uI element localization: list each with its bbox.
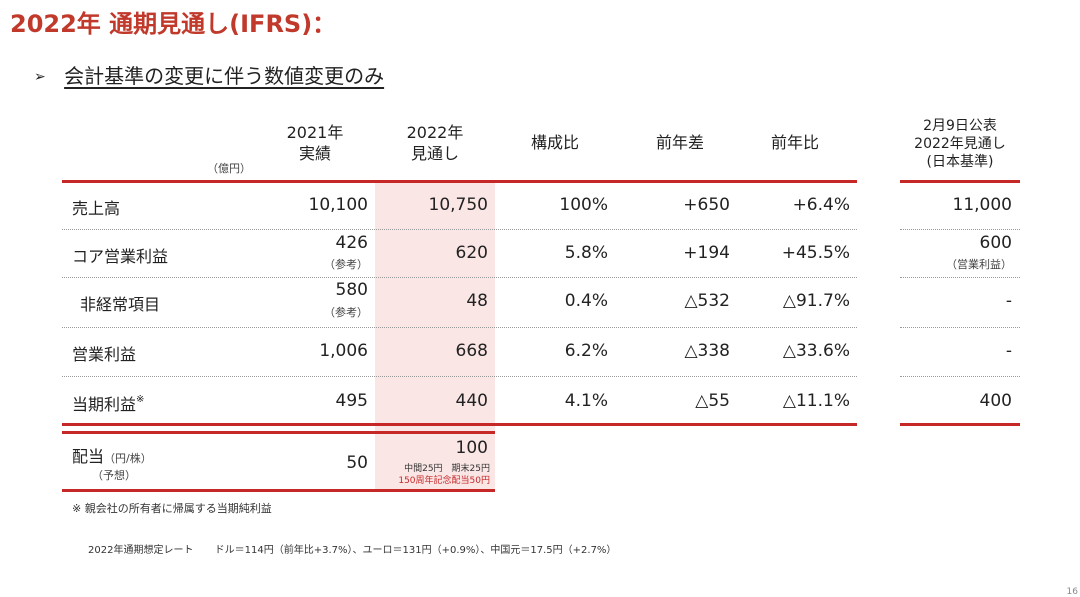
header-year: 2021年 — [286, 123, 344, 142]
dividend-forecast: 100 — [455, 438, 488, 458]
exchange-rate: 2022年通期想定レート ドル＝114円（前年比+3.7%）、ユーロ＝131円（… — [88, 541, 616, 556]
dividend-actual: 50 — [346, 453, 368, 473]
cell-forecast: 620 — [455, 243, 488, 263]
table-top-rule — [62, 180, 857, 183]
header-yoy-diff: 前年差 — [655, 133, 704, 152]
cell-diff: +194 — [683, 243, 730, 263]
row-divider — [900, 327, 1020, 328]
row-label: 当期利益※ — [72, 391, 144, 415]
cell-actual-note: （参考） — [324, 306, 368, 319]
cell-actual: 426 — [335, 233, 368, 253]
header-yoy-ratio: 前年比 — [770, 133, 819, 152]
header-jgaap-line2: 2022年見通し — [914, 136, 1006, 152]
row-divider — [62, 277, 857, 278]
footnote-mark: ※ — [136, 394, 145, 405]
cell-jgaap: 11,000 — [952, 195, 1012, 215]
cell-diff: +650 — [683, 195, 730, 215]
forecast-column-highlight — [375, 182, 495, 492]
subtitle-text: 会計基準の変更に伴う数値変更のみ — [64, 64, 385, 88]
row-label: 営業利益 — [72, 345, 137, 364]
dividend-label: 配当（円/株） — [72, 443, 152, 467]
row-divider — [900, 376, 1020, 377]
dividend-top-rule — [62, 431, 495, 434]
dividend-unit: （円/株） — [104, 452, 152, 465]
cell-yoy: △33.6% — [782, 341, 850, 361]
header-label: 実績 — [298, 144, 331, 163]
cell-jgaap-note: （営業利益） — [946, 258, 1012, 271]
row-divider — [62, 376, 857, 377]
dividend-sub: （予想） — [92, 469, 136, 482]
header-forecast-2022: 2022年 見通し — [390, 122, 480, 164]
cell-ratio: 0.4% — [564, 291, 608, 311]
page-title: 2022年 通期見通し(IFRS)： — [10, 10, 337, 38]
exchange-rate-label: 2022年通期想定レート — [88, 545, 194, 556]
header-actual-2021: 2021年 実績 — [270, 122, 360, 164]
header-composition: 構成比 — [530, 133, 579, 152]
footnote: ※ 親会社の所有者に帰属する当期純利益 — [72, 502, 272, 515]
cell-actual: 1,006 — [319, 341, 368, 361]
header-year: 2022年 — [406, 123, 464, 142]
header-jgaap: 2月9日公表 2022年見通し (日本基準) — [900, 117, 1020, 171]
dividend-bottom-rule — [62, 489, 495, 492]
dividend-forecast-note: 中間25円 期末25円 — [404, 464, 490, 474]
cell-actual: 495 — [335, 391, 368, 411]
jgaap-top-rule — [900, 180, 1020, 183]
cell-diff: △532 — [684, 291, 730, 311]
table-bottom-rule — [62, 423, 857, 426]
exchange-rate-values: ドル＝114円（前年比+3.7%）、ユーロ＝131円（+0.9%）、中国元＝17… — [214, 545, 617, 556]
cell-ratio: 100% — [559, 195, 608, 215]
cell-yoy: +6.4% — [792, 195, 850, 215]
dividend-commemorative-note: 150周年記念配当50円 — [398, 476, 490, 486]
header-jgaap-line1: 2月9日公表 — [923, 118, 997, 134]
cell-yoy: △11.1% — [782, 391, 850, 411]
cell-ratio: 4.1% — [564, 391, 608, 411]
cell-forecast: 10,750 — [428, 195, 488, 215]
row-label-text: 当期利益 — [72, 395, 137, 414]
jgaap-bottom-rule — [900, 423, 1020, 426]
cell-jgaap: - — [1005, 341, 1012, 361]
row-divider — [900, 229, 1020, 230]
cell-yoy: △91.7% — [782, 291, 850, 311]
cell-diff: △338 — [684, 341, 730, 361]
cell-jgaap: 400 — [979, 391, 1012, 411]
cell-diff: △55 — [695, 391, 730, 411]
header-jgaap-line3: (日本基準) — [926, 154, 994, 170]
row-label: コア営業利益 — [72, 247, 169, 266]
cell-forecast: 668 — [455, 341, 488, 361]
bullet-arrow-icon: ➢ — [34, 69, 46, 85]
page-number: 16 — [1066, 587, 1078, 597]
cell-ratio: 6.2% — [564, 341, 608, 361]
dividend-label-text: 配当 — [72, 447, 105, 466]
cell-forecast: 440 — [455, 391, 488, 411]
cell-forecast: 48 — [466, 291, 488, 311]
unit-label: （億円） — [207, 162, 251, 175]
cell-actual: 10,100 — [308, 195, 368, 215]
row-divider — [62, 327, 857, 328]
row-divider — [62, 229, 857, 230]
cell-actual: 580 — [335, 280, 368, 300]
cell-actual-note: （参考） — [324, 258, 368, 271]
row-label: 売上高 — [72, 199, 121, 218]
cell-yoy: +45.5% — [781, 243, 850, 263]
cell-jgaap: - — [1005, 291, 1012, 311]
subtitle: ➢ 会計基準の変更に伴う数値変更のみ — [34, 60, 384, 89]
row-label: 非経常項目 — [80, 295, 161, 314]
header-label: 見通し — [410, 144, 459, 163]
row-divider — [900, 277, 1020, 278]
cell-jgaap: 600 — [979, 233, 1012, 253]
cell-ratio: 5.8% — [564, 243, 608, 263]
